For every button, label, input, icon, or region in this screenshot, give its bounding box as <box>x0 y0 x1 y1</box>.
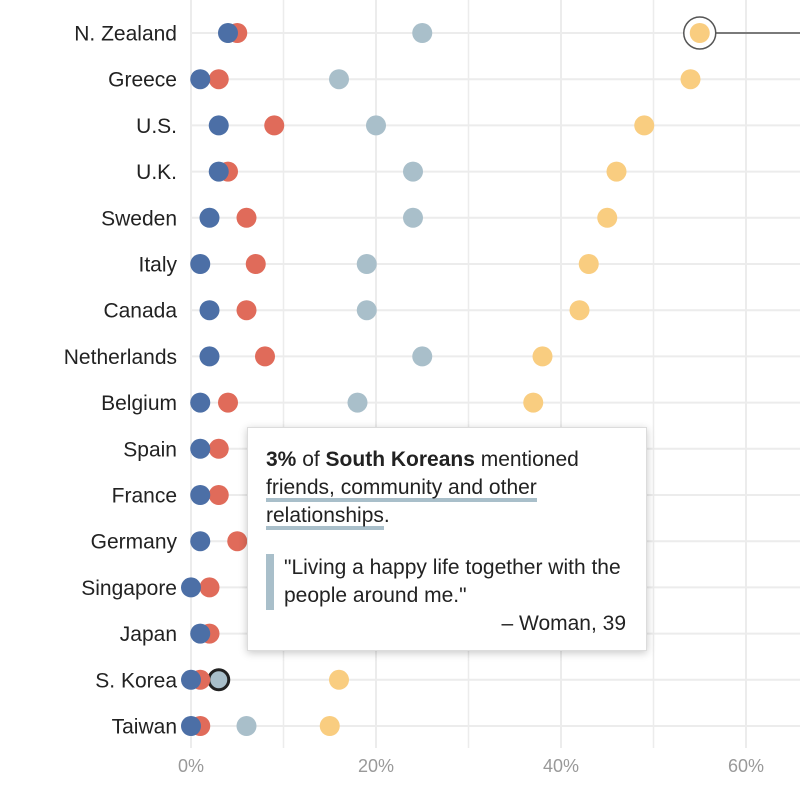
data-point[interactable] <box>208 161 229 182</box>
country-label: U.K. <box>136 161 177 184</box>
quote-body: "Living a happy life together with the p… <box>284 554 626 638</box>
quote-attribution: – Woman, 39 <box>501 612 626 635</box>
quote-bar <box>266 554 274 610</box>
country-label: Germany <box>91 531 178 554</box>
data-point[interactable] <box>199 300 220 321</box>
country-label: Spain <box>123 438 177 461</box>
data-point[interactable] <box>356 254 377 274</box>
x-tick-label: 60% <box>728 756 764 776</box>
country-label: France <box>112 485 177 508</box>
data-point[interactable] <box>199 207 220 228</box>
tooltip-card: 3% of South Koreans mentioned friends, c… <box>247 427 647 651</box>
x-tick-label: 20% <box>358 756 394 776</box>
data-point[interactable] <box>597 207 618 228</box>
tooltip-topic-line1: friends, community and other <box>266 476 537 502</box>
data-point[interactable] <box>236 716 257 736</box>
country-label: Canada <box>103 300 177 323</box>
tooltip-topic-line2: relationships <box>266 504 384 530</box>
data-point[interactable] <box>245 254 266 274</box>
data-point[interactable] <box>569 300 590 321</box>
quote-text: "Living a happy life together with the p… <box>284 556 621 607</box>
data-point[interactable] <box>356 300 377 321</box>
country-label: S. Korea <box>95 669 177 692</box>
data-point[interactable] <box>190 69 211 90</box>
data-point[interactable] <box>190 392 211 413</box>
country-label: N. Zealand <box>74 23 177 46</box>
country-label: Italy <box>138 254 177 277</box>
country-label: Sweden <box>101 207 177 230</box>
data-point[interactable] <box>532 346 553 367</box>
data-point[interactable] <box>181 669 201 690</box>
data-point[interactable] <box>181 577 201 598</box>
country-label: Singapore <box>81 577 177 600</box>
data-point[interactable] <box>208 485 229 505</box>
data-point[interactable] <box>329 69 349 90</box>
data-point[interactable] <box>634 115 655 136</box>
data-point[interactable] <box>264 115 285 136</box>
data-point[interactable] <box>199 577 220 598</box>
data-point[interactable] <box>366 115 386 136</box>
data-point[interactable] <box>190 438 211 459</box>
data-point[interactable] <box>208 438 229 459</box>
country-label: Japan <box>120 623 177 646</box>
data-points <box>181 16 800 736</box>
data-point[interactable] <box>218 23 238 43</box>
x-tick-label: 0% <box>178 756 204 776</box>
data-point[interactable] <box>190 485 211 505</box>
data-point[interactable] <box>190 623 211 644</box>
data-point[interactable] <box>347 392 368 413</box>
data-point[interactable] <box>412 346 433 367</box>
data-point[interactable] <box>181 716 201 736</box>
data-point[interactable] <box>319 716 340 736</box>
data-point[interactable] <box>680 69 701 90</box>
data-point[interactable] <box>403 161 423 182</box>
country-label: Taiwan <box>112 716 177 739</box>
data-point[interactable] <box>606 161 627 182</box>
data-point[interactable] <box>190 254 211 274</box>
data-point[interactable] <box>412 23 433 43</box>
data-point[interactable] <box>199 346 220 367</box>
data-point[interactable] <box>208 115 229 136</box>
selected-data-point[interactable] <box>207 668 231 692</box>
data-point[interactable] <box>190 531 211 552</box>
data-point[interactable] <box>329 669 349 690</box>
country-labels: N. Zealand Greece U.S. U.K. Sweden Italy Canad… <box>64 23 178 739</box>
data-point[interactable] <box>255 346 275 367</box>
tooltip-country: South Koreans <box>325 448 475 471</box>
data-point[interactable] <box>403 207 423 228</box>
tooltip-percent: 3% <box>266 448 297 471</box>
data-point[interactable] <box>218 392 238 413</box>
country-label: U.S. <box>136 115 177 138</box>
tooltip-of: of <box>296 448 326 471</box>
tooltip-period: . <box>383 504 390 527</box>
tooltip-headline: 3% of South Koreans mentioned friends, c… <box>266 446 606 530</box>
data-point[interactable] <box>578 254 599 274</box>
country-label: Belgium <box>101 392 177 415</box>
country-label: Greece <box>108 69 177 92</box>
data-point[interactable] <box>227 531 248 552</box>
tooltip-quote-block: "Living a happy life together with the p… <box>266 554 626 638</box>
x-tick-label: 40% <box>543 756 579 776</box>
data-point[interactable] <box>208 69 229 90</box>
tooltip-mentioned: mentioned <box>474 448 579 471</box>
country-label: Netherlands <box>64 346 177 369</box>
data-point[interactable] <box>236 300 257 321</box>
data-point[interactable] <box>523 392 544 413</box>
data-point[interactable] <box>689 23 710 43</box>
data-point[interactable] <box>236 207 257 228</box>
x-axis-ticks: 0% 20% 40% 60% <box>178 756 764 776</box>
